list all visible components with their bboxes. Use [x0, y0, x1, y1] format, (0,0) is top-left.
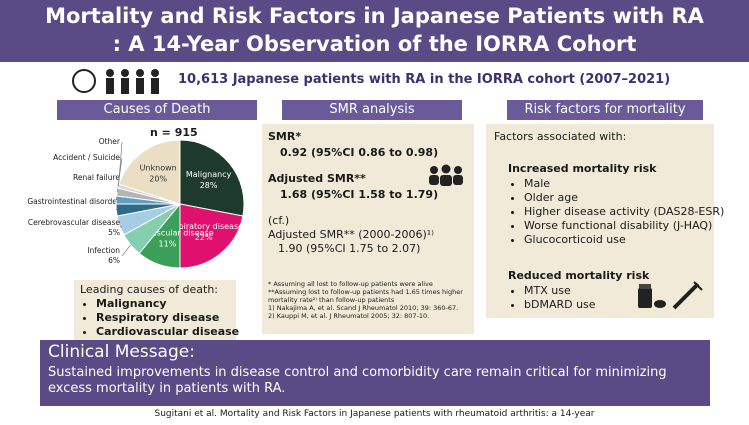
slice-value: 22% — [195, 233, 213, 242]
section-heading: SMR analysis — [282, 100, 462, 120]
slice-label: Gastrointestinal disorder — [27, 197, 121, 206]
pie-slice — [118, 139, 181, 205]
clinical-message-text: Sustained improvements in disease contro… — [48, 365, 667, 396]
slice-value: 28% — [200, 181, 218, 190]
people-icon — [429, 164, 463, 186]
risk-factor: Older age — [524, 191, 724, 205]
smr-label: SMR* — [268, 130, 302, 143]
leading-causes-box: Leading causes of death: MalignancyRespi… — [74, 280, 239, 342]
pie-slice — [179, 139, 245, 217]
pie-slice — [179, 203, 244, 269]
leader-line — [119, 225, 123, 229]
section-heading: Risk factors for mortality — [507, 100, 703, 120]
cf-label: (cf.) — [268, 214, 290, 227]
risk-factor: MTX use — [524, 284, 596, 298]
historical-smr-value: 1.90 (95%CI 1.75 to 2.07) — [278, 242, 421, 255]
cohort-icons — [72, 69, 159, 94]
leading-causes-list: MalignancyRespiratory diseaseCardiovascu… — [80, 297, 239, 339]
title: Mortality and Risk Factors in Japanese P… — [45, 4, 704, 28]
smr-value: 0.92 (95%CI 0.86 to 0.98) — [280, 146, 439, 159]
slice-label: Renal failure — [73, 173, 120, 182]
leading-cause: Malignancy — [96, 297, 230, 311]
slice-label: Malignancy — [186, 170, 232, 179]
slice-value: 20% — [149, 174, 167, 183]
citation: Sugitani et al. Mortality and Risk Facto… — [154, 409, 595, 419]
risk-intro: Factors associated with: — [494, 130, 627, 143]
increased-list: MaleOlder ageHigher disease activity (DA… — [508, 177, 724, 247]
slice-label: Unknown — [140, 163, 177, 172]
slice-label: Accident / Suicide — [53, 153, 120, 162]
medication-icons — [638, 281, 703, 310]
leading-cause: Respiratory disease — [96, 311, 230, 325]
footnotes: * Assuming all lost to follow-up patient… — [268, 280, 468, 320]
clinical-message-box: Clinical Message: Sustained improvements… — [40, 340, 710, 406]
leader-line — [118, 141, 123, 187]
section-heading: Causes of Death — [57, 100, 257, 120]
leading-causes-title: Leading causes of death: — [80, 283, 218, 296]
title-band: Mortality and Risk Factors in Japanese P… — [0, 0, 749, 62]
risk-panel: Factors associated with: Increased morta… — [486, 124, 724, 318]
cohort-text: 10,613 Japanese patients with RA in the … — [178, 72, 671, 87]
clinical-message-heading: Clinical Message: — [48, 342, 195, 362]
pie-chart: Malignancy 28% Respiratory disease 22%Cardi… — [27, 137, 245, 269]
risk-factor: Worse functional disability (J-HAQ) — [524, 219, 724, 233]
sample-size: n = 915 — [150, 126, 198, 139]
slice-label: Cardiovascular disease — [121, 228, 214, 237]
slice-label: Other — [99, 137, 121, 146]
risk-factor: Higher disease activity (DAS28-ESR) — [524, 205, 724, 219]
risk-factor: bDMARD use — [524, 298, 596, 312]
slice-value: 11% — [159, 239, 177, 248]
title: : A 14-Year Observation of the IORRA Coh… — [112, 32, 637, 56]
slice-label: Infection — [87, 246, 120, 255]
footnote: 1) Nakajima A, et al. Scand J Rheumatol … — [268, 304, 459, 312]
slice-value: 6% — [108, 256, 120, 265]
footnote: **Assuming lost to follow-up patients ha… — [268, 288, 463, 304]
slice-label: Cerebrovascular disease — [28, 218, 120, 227]
adjusted-smr-label: Adjusted SMR** — [268, 172, 366, 185]
reduced-heading: Reduced mortality risk — [508, 269, 650, 282]
leading-cause: Cardiovascular disease — [96, 325, 239, 339]
risk-factor: Male — [524, 177, 724, 191]
leader-line — [121, 244, 131, 257]
footnote: 2) Kauppi M, et al. J Rheumatol 2005; 32… — [268, 312, 430, 320]
reduced-list: MTX usebDMARD use — [508, 284, 596, 312]
footnote: * Assuming all lost to follow-up patient… — [268, 280, 433, 288]
adjusted-smr-value: 1.68 (95%CI 1.58 to 1.79) — [280, 188, 439, 201]
historical-smr-label: Adjusted SMR** (2000-2006)¹⁾ — [268, 228, 434, 241]
smr-panel: SMR* 0.92 (95%CI 0.86 to 0.98) Adjusted … — [262, 124, 474, 334]
slice-value: 5% — [108, 228, 120, 237]
increased-heading: Increased mortality risk — [508, 162, 657, 175]
slice-label: Respiratory disease — [164, 222, 243, 231]
risk-factor: Glucocorticoid use — [524, 233, 724, 247]
